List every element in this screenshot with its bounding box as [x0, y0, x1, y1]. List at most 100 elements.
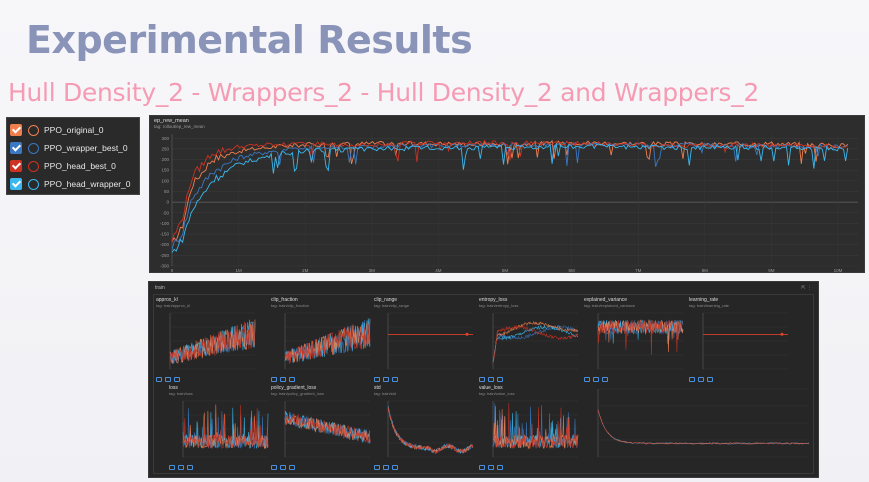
subchart-toolbar [271, 465, 295, 470]
x-tick-label: 2M [302, 268, 309, 273]
subchart-plot[interactable] [169, 397, 271, 465]
run-checkbox[interactable] [10, 160, 22, 172]
run-checkbox[interactable] [10, 124, 22, 136]
subchart-std[interactable]: std tag: train/std [374, 385, 476, 470]
y-tick-label: -150 [160, 232, 170, 237]
subchart-plot[interactable] [156, 309, 258, 377]
expand-icon[interactable] [479, 377, 485, 382]
subchart-clip-fraction[interactable]: clip_fraction tag: train/clip_fraction [271, 297, 373, 382]
fit-domain-icon[interactable] [497, 465, 503, 470]
subchart-title: learning_rate [689, 297, 719, 303]
legend-label: PPO_original_0 [44, 125, 104, 135]
subchart-plot[interactable] [479, 309, 581, 377]
data-point [780, 332, 784, 336]
data-table-icon[interactable] [383, 377, 389, 382]
x-tick-label: 6M [568, 268, 575, 273]
expand-icon[interactable] [156, 377, 162, 382]
y-tick-label: 50 [164, 189, 170, 194]
series-line[interactable] [171, 139, 848, 242]
data-table-icon[interactable] [488, 465, 494, 470]
fit-domain-icon[interactable] [174, 377, 180, 382]
data-table-icon[interactable] [488, 377, 494, 382]
fit-domain-icon[interactable] [187, 465, 193, 470]
fit-domain-icon[interactable] [497, 377, 503, 382]
subchart-plot[interactable] [271, 309, 373, 377]
subchart-title: clip_fraction [271, 297, 298, 303]
subchart-learning-rate[interactable]: learning_rate tag: train/learning_rate [689, 297, 791, 382]
series-line[interactable] [171, 143, 849, 253]
subchart-plot[interactable] [584, 385, 812, 465]
mini-series-line [387, 405, 474, 454]
subchart-expanded-plot[interactable] [584, 385, 812, 470]
subchart-value-loss[interactable]: value_loss tag: train/value_loss [479, 385, 581, 470]
color-ring-icon[interactable] [28, 160, 39, 172]
subchart-approx-kl[interactable]: approx_kl tag: train/approx_kl [156, 297, 258, 382]
mini-series-line [169, 319, 256, 364]
subchart-title: loss [169, 385, 178, 391]
mini-series-line [387, 408, 474, 454]
data-table-icon[interactable] [383, 465, 389, 470]
main-chart-svg[interactable]: 300 250 200 150 100 50 0 -50 -100 -150 -200 -250 -30… [150, 116, 866, 274]
subchart-plot[interactable] [689, 309, 791, 377]
color-ring-icon[interactable] [28, 142, 39, 154]
fit-domain-icon[interactable] [289, 377, 295, 382]
x-tick-label: 7M [635, 268, 642, 273]
subchart-plot[interactable] [374, 397, 476, 465]
subchart-explained-variance[interactable]: explained_variance tag: train/explained_… [584, 297, 686, 382]
run-checkbox[interactable] [10, 178, 22, 190]
subchart-policy-gradient-loss[interactable]: policy_gradient_loss tag: train/policy_g… [271, 385, 373, 470]
series-line[interactable] [171, 141, 848, 250]
fit-domain-icon[interactable] [392, 465, 398, 470]
legend-label: PPO_head_wrapper_0 [44, 179, 131, 189]
expand-icon[interactable] [271, 377, 277, 382]
data-table-icon[interactable] [698, 377, 704, 382]
mini-series-line [597, 409, 810, 445]
data-table-icon[interactable] [280, 377, 286, 382]
mini-series-line [597, 409, 810, 445]
subchart-tag: tag: train/loss [169, 391, 193, 396]
expand-icon[interactable] [169, 465, 175, 470]
data-table-icon[interactable] [165, 377, 171, 382]
data-table-icon[interactable] [593, 377, 599, 382]
x-tick-label: 1M [235, 268, 242, 273]
expand-icon[interactable] [374, 377, 380, 382]
expand-icon[interactable] [689, 377, 695, 382]
expand-icon[interactable] [479, 465, 485, 470]
data-table-icon[interactable] [178, 465, 184, 470]
subchart-loss[interactable]: loss tag: train/loss [169, 385, 271, 470]
y-tick-label: 200 [161, 157, 169, 162]
legend-item[interactable]: PPO_head_best_0 [10, 157, 136, 175]
color-ring-icon[interactable] [28, 124, 39, 136]
panel-menu-icon[interactable]: ⇱ ⋮ [801, 285, 812, 291]
subchart-plot[interactable] [584, 309, 686, 377]
subchart-tag: tag: train/clip_range [374, 303, 410, 308]
x-tick-label: 5M [502, 268, 509, 273]
subchart-plot[interactable] [374, 309, 476, 377]
expand-icon[interactable] [584, 377, 590, 382]
subchart-plot[interactable] [479, 397, 581, 465]
legend-item[interactable]: PPO_wrapper_best_0 [10, 139, 136, 157]
x-tick-label: 0 [171, 268, 174, 273]
train-panel: train ⇱ ⋮ approx_kl tag: train/approx_kl… [148, 281, 819, 478]
subchart-clip-range[interactable]: clip_range tag: train/clip_range [374, 297, 476, 382]
expand-icon[interactable] [271, 465, 277, 470]
subchart-entropy-loss[interactable]: entropy_loss tag: train/entropy_loss [479, 297, 581, 382]
train-chart-grid: approx_kl tag: train/approx_kl clip_frac… [153, 294, 814, 474]
mini-series-line [492, 406, 579, 450]
color-ring-icon[interactable] [28, 178, 39, 190]
ep-rew-mean-panel[interactable]: ep_rew_mean tag: rollout/ep_rew_mean 300… [149, 115, 865, 273]
fit-domain-icon[interactable] [707, 377, 713, 382]
subchart-plot[interactable] [271, 397, 373, 465]
legend-item[interactable]: PPO_head_wrapper_0 [10, 175, 136, 193]
legend-label: PPO_head_best_0 [44, 161, 116, 171]
expand-icon[interactable] [374, 465, 380, 470]
fit-domain-icon[interactable] [602, 377, 608, 382]
run-checkbox[interactable] [10, 142, 22, 154]
subchart-title: policy_gradient_loss [271, 385, 317, 391]
mini-series-line [284, 318, 371, 363]
subchart-toolbar [169, 465, 193, 470]
legend-item[interactable]: PPO_original_0 [10, 121, 136, 139]
data-table-icon[interactable] [280, 465, 286, 470]
fit-domain-icon[interactable] [392, 377, 398, 382]
fit-domain-icon[interactable] [289, 465, 295, 470]
